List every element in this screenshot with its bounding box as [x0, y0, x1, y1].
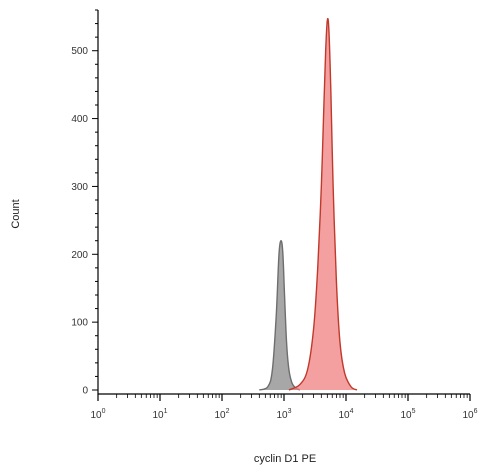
- y-tick-label: 500: [71, 46, 88, 57]
- x-tick-label: 100: [90, 408, 105, 421]
- x-axis-title: cyclin D1 PE: [254, 453, 316, 465]
- histogram-fill-0: [259, 240, 300, 390]
- x-tick-label: 105: [400, 408, 415, 421]
- x-tick-label: 103: [276, 408, 291, 421]
- x-tick-label: 106: [462, 408, 477, 421]
- y-tick-label: 0: [82, 386, 88, 397]
- y-axis-title: Count: [10, 199, 22, 228]
- x-tick-label: 104: [338, 408, 353, 421]
- x-tick-label: 102: [214, 408, 229, 421]
- x-tick-label: 101: [152, 408, 167, 421]
- series-layer: [259, 17, 358, 391]
- histogram-outline-0: [259, 240, 301, 391]
- histogram-fill-1: [288, 18, 357, 390]
- y-tick-label: 300: [71, 182, 88, 193]
- histogram-outline-1: [288, 17, 358, 391]
- y-tick-label: 100: [71, 318, 88, 329]
- y-tick-label: 400: [71, 114, 88, 125]
- y-tick-label: 200: [71, 250, 88, 261]
